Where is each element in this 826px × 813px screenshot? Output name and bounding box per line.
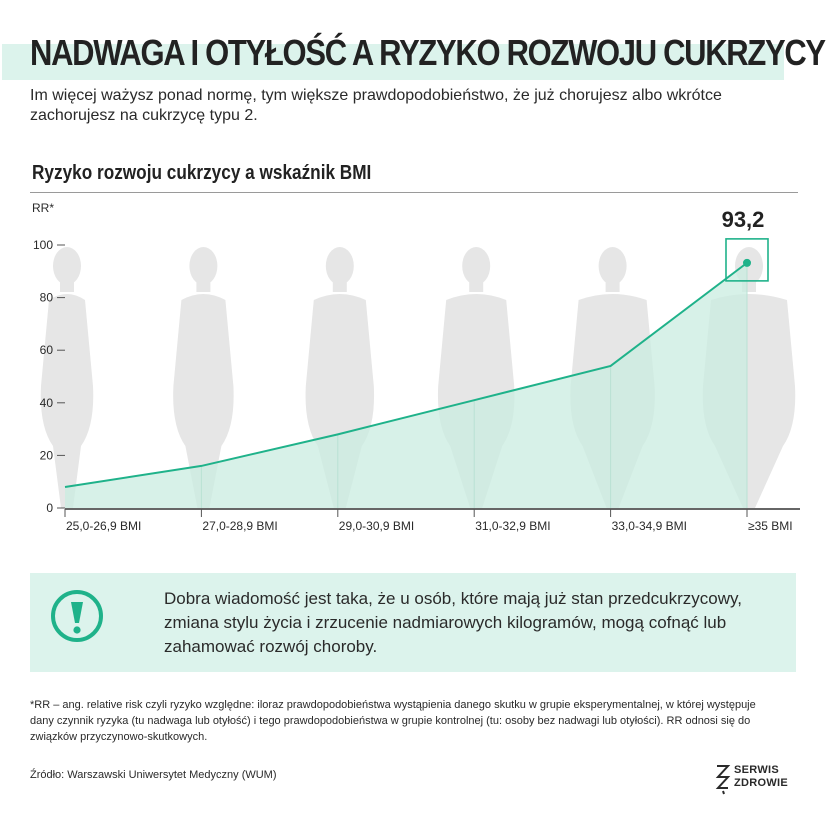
y-tick-label: 80 [40, 291, 54, 305]
x-tick-label: 29,0-30,9 BMI [339, 519, 414, 533]
logo-line-1: SERWIS [734, 764, 779, 776]
highlight-point [743, 258, 751, 267]
info-box [30, 573, 796, 672]
area-layer [64, 262, 748, 508]
page-title: NADWAGA I OTYŁOŚĆ A RYZYKO ROZWOJU CUKRZ… [30, 32, 826, 73]
section-divider [30, 192, 798, 193]
chart-section-title: Ryzyko rozwoju cukrzycy a wskaźnik BMI [32, 162, 372, 184]
body-silhouette-icon [173, 247, 234, 508]
source-note: Źródło: Warszawski Uniwersytet Medyczny … [30, 769, 277, 781]
logo-line-2: ZDROWIE [734, 777, 789, 789]
x-tick-label: 31,0-32,9 BMI [475, 519, 550, 533]
exclamation-icon [51, 590, 103, 642]
highlight-box [725, 238, 769, 282]
y-tick-label: 40 [40, 396, 54, 410]
risk-series-line [64, 262, 748, 488]
highlight-value-label: 93,2 [722, 207, 765, 232]
y-tick-label: 100 [33, 238, 53, 252]
footnote: *RR – ang. relative risk czyli ryzyko wz… [30, 699, 756, 743]
axis-layer: 25,0-26,9 BMI 27,0-28,9 BMI 29,0-30,9 BMI 3… [32, 201, 800, 533]
zigzag-logo-icon [715, 765, 731, 795]
info-text: Dobra wiadomość jest taka, że u osób, kt… [164, 589, 742, 656]
x-tick-label: ≥35 BMI [748, 519, 793, 533]
x-tick-label: 27,0-28,9 BMI [202, 519, 277, 533]
x-tick-label: 25,0-26,9 BMI [66, 519, 141, 533]
title-highlight-band [2, 44, 784, 80]
y-tick-label: 0 [46, 501, 53, 515]
page-subtitle: Im więcej ważysz ponad normę, tym większ… [30, 87, 722, 124]
risk-area-fill [65, 262, 747, 508]
marks-layer: 93,2 [722, 207, 769, 282]
y-tick-label: 60 [40, 343, 54, 357]
bmi-risk-chart: 25,0-26,9 BMI 27,0-28,9 BMI 29,0-30,9 BMI 3… [32, 201, 800, 533]
x-tick-label: 33,0-34,9 BMI [612, 519, 687, 533]
body-silhouette-icon [40, 247, 94, 508]
y-axis-label: RR* [32, 201, 54, 215]
y-tick-label: 20 [40, 448, 54, 462]
brand-logo: SERWIS ZDROWIE [734, 764, 788, 790]
